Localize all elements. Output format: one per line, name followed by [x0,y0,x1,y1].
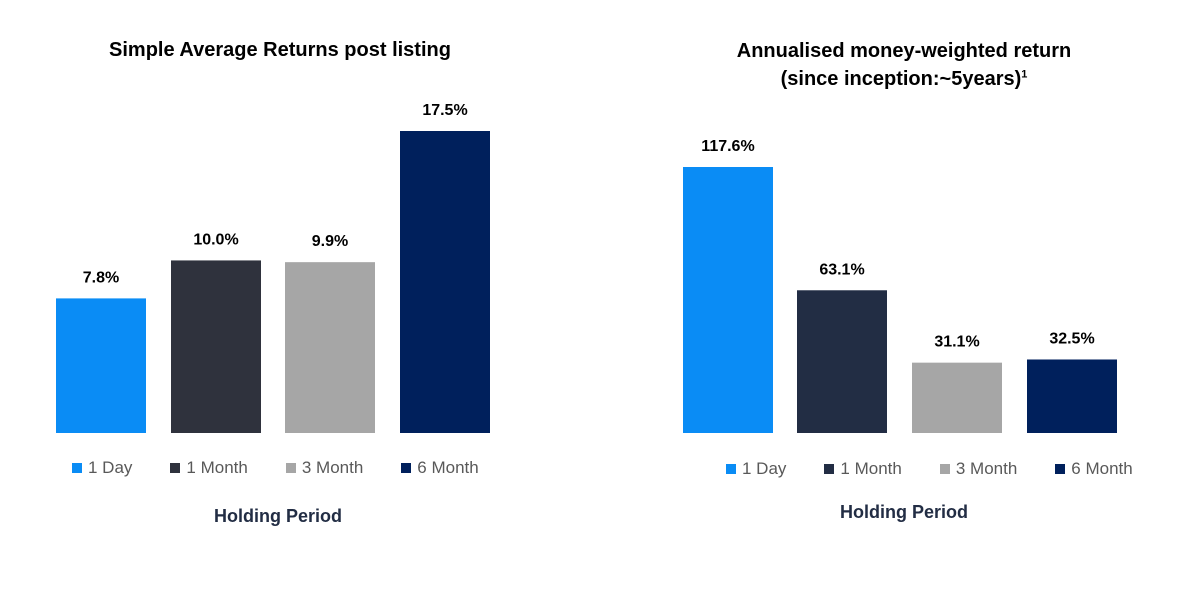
legend-label: 3 Month [955,459,1018,478]
legend-item-3-month: 3 Month [939,459,1018,479]
legend: 1 Day 1 Month 3 Month 6 Month [72,458,479,478]
legend-item-6-month: 6 Month [1055,459,1133,479]
legend-item-1-month: 1 Month [824,459,902,479]
legend-label: 3 Month [301,458,364,477]
chart-title: Simple Average Returns post listing [109,39,451,61]
legend-label: 1 Day [88,458,133,477]
legend-swatch [939,464,950,474]
bar-plot: 117.6% 63.1% 31.1% 32.5% [683,138,1117,433]
bar-1-day [56,298,146,433]
legend-swatch [72,463,82,473]
x-axis-label: Holding Period [214,506,342,526]
bar-6-month [400,131,490,433]
legend-swatch [1055,464,1066,474]
bar-plot: 7.8% 10.0% 9.9% 17.5% [56,102,490,433]
data-label: 10.0% [193,231,238,248]
legend-swatch [170,463,181,473]
bar-6-month [1027,359,1117,433]
footnote-marker: 1 [1021,68,1028,81]
data-label: 32.5% [1049,330,1094,347]
legend-swatch [726,464,736,474]
data-label: 9.9% [312,233,348,250]
legend-swatch [401,463,412,473]
legend-label: 1 Month [840,459,902,478]
data-label: 63.1% [819,261,864,278]
bar-3-month [285,262,375,433]
chart-subtitle-text: (since inception:~5years) [780,68,1022,90]
legend-item-1-day: 1 Day [726,459,786,479]
chart-simple-average-returns: Simple Average Returns post listing 7.8%… [0,0,560,589]
legend-label: 1 Month [186,458,248,477]
data-label: 31.1% [934,334,979,351]
data-label: 7.8% [83,269,119,286]
legend-item-3-month: 3 Month [285,458,364,478]
chart-subtitle: (since inception:~5years)1 [620,64,1188,94]
bar-1-day [683,167,773,433]
data-label: 17.5% [422,102,467,119]
legend: 1 Day 1 Month 3 Month 6 Month [726,459,1133,479]
legend-swatch [285,463,296,473]
legend-label: 6 Month [1071,459,1133,478]
legend-item-1-day: 1 Day [72,458,132,478]
legend-label: 1 Day [742,459,787,478]
legend-swatch [824,464,835,474]
chart-title: Annualised money-weighted return [736,40,1072,62]
legend-item-1-month: 1 Month [170,458,248,478]
data-label: 117.6% [701,138,754,155]
legend-label: 6 Month [417,458,479,477]
bar-1-month [171,260,261,433]
x-axis-label: Holding Period [840,502,968,522]
chart-annualised-money-weighted-return: Annualised money-weighted return (since … [620,0,1188,589]
bar-3-month [912,362,1002,433]
bar-1-month [797,290,887,433]
legend-item-6-month: 6 Month [401,458,479,478]
